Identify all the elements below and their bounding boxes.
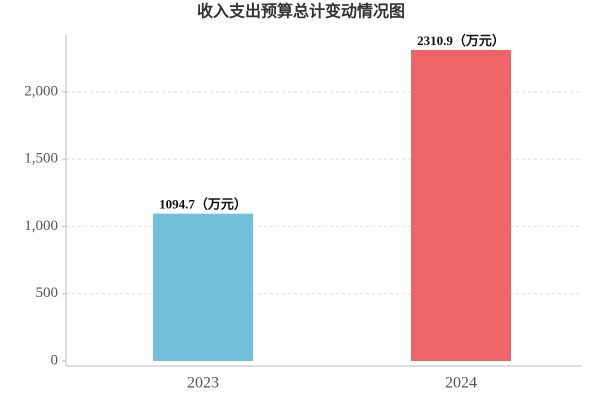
- y-tick-label: 2,000: [24, 83, 58, 99]
- value-label: 2310.9（万元）: [417, 33, 505, 48]
- x-tick-label: 2023: [187, 375, 219, 392]
- y-tick-label: 500: [36, 285, 59, 301]
- y-tick-label: 1,500: [24, 151, 58, 167]
- bar: [153, 213, 253, 361]
- bar: [411, 49, 511, 362]
- y-tick-label: 1,000: [24, 218, 58, 234]
- value-label: 1094.7（万元）: [159, 197, 247, 212]
- x-tick-label: 2024: [445, 375, 477, 392]
- y-tick-label: 0: [51, 352, 59, 368]
- chart-title: 收入支出预算总计变动情况图: [197, 2, 405, 21]
